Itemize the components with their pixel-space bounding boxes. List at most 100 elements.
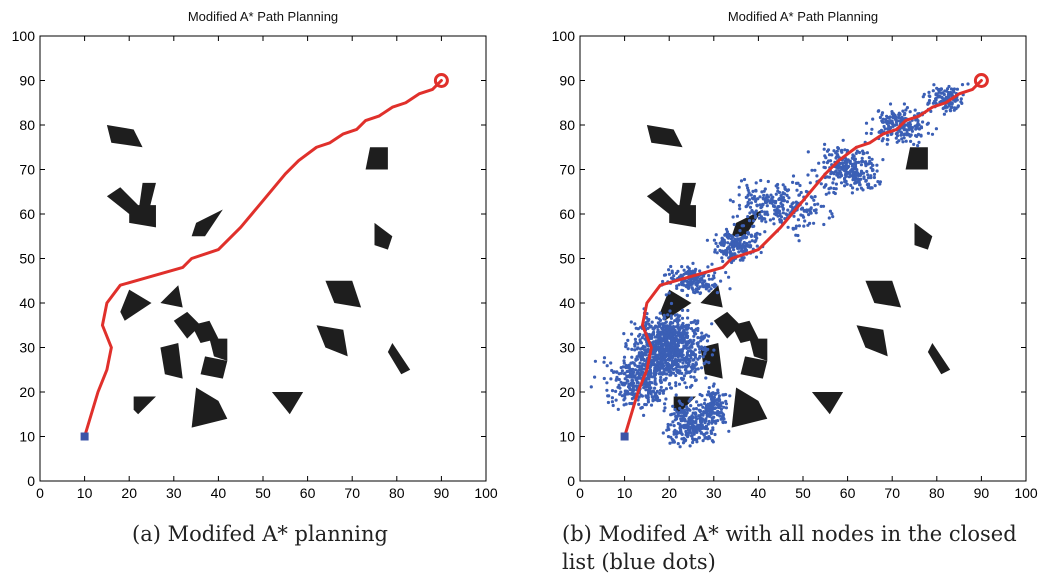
closed-node [629, 361, 633, 365]
obstacle-0 [106, 125, 143, 148]
closed-node [721, 243, 725, 247]
closed-node [678, 365, 682, 369]
closed-node [904, 108, 908, 112]
closed-node [737, 246, 741, 250]
closed-node [867, 156, 871, 160]
closed-node [723, 233, 727, 237]
closed-node [752, 219, 756, 223]
closed-node [755, 244, 759, 248]
closed-node [663, 338, 668, 342]
closed-node [700, 276, 704, 280]
closed-node [670, 325, 674, 329]
closed-node [713, 432, 717, 437]
closed-node [666, 435, 671, 439]
x-tick-label: 90 [974, 485, 990, 501]
closed-node [827, 191, 831, 195]
closed-node [956, 104, 961, 108]
closed-node [650, 320, 654, 324]
closed-node [754, 238, 758, 243]
closed-node [672, 342, 676, 346]
closed-node [701, 413, 705, 417]
closed-node [939, 87, 943, 91]
closed-node [637, 374, 641, 378]
closed-node [765, 204, 769, 208]
closed-node [697, 436, 701, 440]
closed-node [636, 369, 640, 373]
closed-node [675, 284, 679, 288]
closed-node [673, 354, 677, 358]
closed-node [674, 435, 678, 439]
closed-node [703, 398, 707, 402]
closed-node [927, 94, 931, 98]
start-marker [620, 432, 629, 441]
closed-node [830, 212, 834, 216]
x-tick-label: 50 [255, 485, 271, 501]
x-tick-label: 0 [576, 485, 584, 501]
closed-node [609, 377, 613, 381]
closed-node [626, 338, 630, 342]
closed-node [855, 170, 859, 174]
closed-node [861, 171, 866, 175]
y-tick-label: 100 [12, 28, 36, 44]
closed-node [711, 398, 716, 402]
closed-node [685, 423, 689, 427]
closed-node [942, 112, 947, 116]
closed-node [890, 110, 894, 114]
closed-node [960, 101, 964, 105]
closed-node [873, 184, 877, 188]
closed-node [851, 153, 855, 157]
closed-node [657, 353, 661, 357]
y-tick-label: 60 [19, 206, 35, 222]
closed-node [777, 190, 782, 195]
closed-node [785, 213, 789, 217]
closed-node [680, 371, 684, 375]
closed-node [658, 311, 662, 315]
closed-node [701, 405, 705, 409]
closed-node [805, 202, 809, 206]
closed-node [646, 394, 650, 398]
closed-node [935, 86, 939, 90]
closed-node [724, 253, 729, 257]
closed-node [915, 126, 919, 130]
closed-node [651, 399, 655, 403]
closed-node [728, 242, 733, 246]
closed-node [809, 195, 813, 199]
closed-node [836, 175, 841, 179]
closed-node [745, 183, 749, 187]
closed-node [653, 386, 657, 390]
closed-node [677, 328, 681, 332]
closed-node [715, 291, 720, 295]
closed-node [659, 353, 664, 357]
closed-node [606, 394, 610, 398]
closed-node [677, 431, 681, 435]
closed-node [701, 355, 705, 359]
closed-node [855, 187, 859, 191]
closed-node [652, 327, 656, 331]
x-tick-label: 70 [344, 485, 360, 501]
closed-node [719, 417, 723, 421]
closed-node [624, 345, 628, 349]
closed-node [745, 235, 749, 239]
closed-node [905, 131, 909, 135]
closed-node [658, 342, 663, 346]
closed-node [765, 200, 769, 204]
closed-node [669, 413, 673, 417]
obstacle-0 [646, 125, 683, 148]
closed-node [797, 224, 802, 228]
closed-node [663, 402, 667, 406]
closed-node [619, 371, 624, 375]
closed-node [812, 221, 816, 225]
closed-node [780, 204, 784, 208]
closed-node [642, 413, 646, 417]
closed-node [681, 361, 685, 365]
closed-node [693, 378, 698, 383]
closed-node [692, 290, 696, 294]
closed-node [689, 375, 693, 379]
closed-node [725, 230, 730, 234]
closed-node [832, 177, 836, 181]
closed-node [669, 264, 673, 269]
closed-node [705, 414, 710, 418]
closed-node [786, 225, 790, 229]
closed-node [685, 284, 689, 289]
closed-node [635, 347, 639, 351]
